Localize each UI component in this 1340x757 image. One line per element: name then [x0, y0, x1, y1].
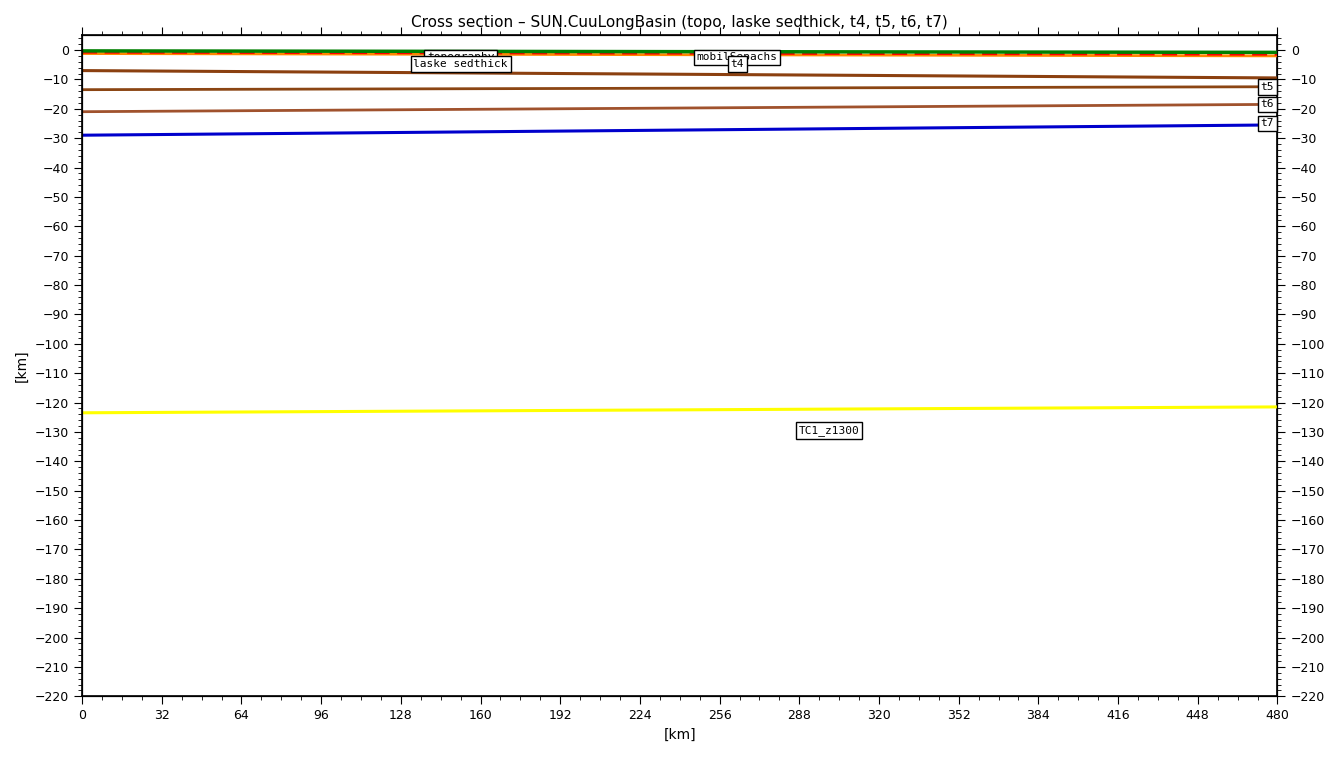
Text: t7: t7 — [1261, 118, 1274, 129]
Y-axis label: [km]: [km] — [15, 350, 29, 382]
Text: topography: topography — [427, 52, 494, 62]
Title: Cross section – SUN.CuuLongBasin (topo, laske sedthick, t4, t5, t6, t7): Cross section – SUN.CuuLongBasin (topo, … — [411, 15, 949, 30]
Text: t4: t4 — [730, 59, 744, 69]
Text: mobilSepachs: mobilSepachs — [697, 52, 777, 62]
Text: t5: t5 — [1261, 82, 1274, 92]
Text: t6: t6 — [1261, 99, 1274, 109]
Text: TC1_z1300: TC1_z1300 — [799, 425, 859, 436]
X-axis label: [km]: [km] — [663, 728, 695, 742]
Text: laske sedthick: laske sedthick — [413, 59, 508, 69]
